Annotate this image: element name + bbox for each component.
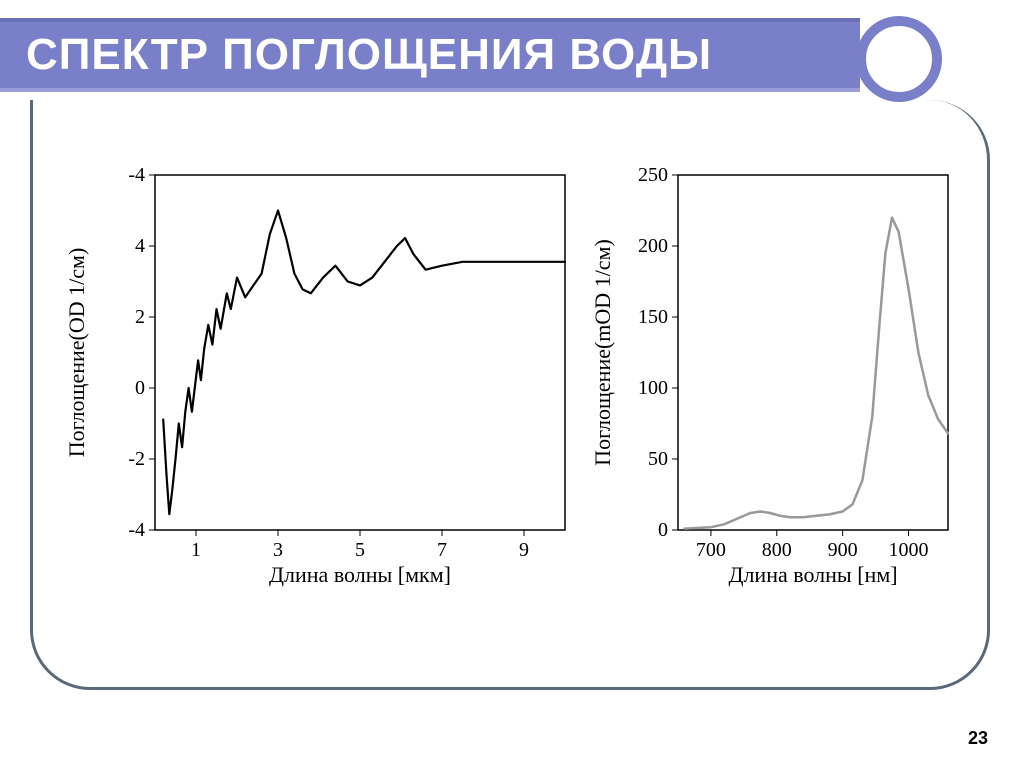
svg-text:5: 5 <box>355 539 365 561</box>
svg-text:800: 800 <box>762 539 792 561</box>
svg-text:-4: -4 <box>128 164 145 186</box>
svg-text:9: 9 <box>519 539 529 561</box>
svg-text:1: 1 <box>191 539 201 561</box>
svg-text:7: 7 <box>437 539 447 561</box>
slide-title: СПЕКТР ПОГЛОЩЕНИЯ ВОДЫ <box>26 30 712 80</box>
chart-right: 700 800 900 1000 0 50 100 150 200 250 Длина волны … <box>590 160 960 590</box>
svg-text:100: 100 <box>638 377 668 399</box>
svg-text:3: 3 <box>273 539 283 561</box>
svg-text:1000: 1000 <box>888 539 928 561</box>
slide-header: СПЕКТР ПОГЛОЩЕНИЯ ВОДЫ <box>0 18 860 92</box>
svg-text:-4: -4 <box>128 519 145 541</box>
svg-text:2: 2 <box>135 306 145 328</box>
chart-left-svg: 1 3 5 7 9 -4 -2 0 2 4 -4 Длина волны [мкм] Поглощени… <box>60 160 580 590</box>
svg-text:150: 150 <box>638 306 668 328</box>
svg-text:4: 4 <box>135 235 145 257</box>
svg-text:700: 700 <box>696 539 726 561</box>
header-circle-decor <box>856 16 942 102</box>
svg-text:200: 200 <box>638 235 668 257</box>
chart-right-svg: 700 800 900 1000 0 50 100 150 200 250 Длина волны … <box>590 160 960 590</box>
charts-container: 1 3 5 7 9 -4 -2 0 2 4 -4 Длина волны [мкм] Поглощени… <box>60 160 960 590</box>
svg-text:Поглощение(mOD 1/см): Поглощение(mOD 1/см) <box>590 239 615 466</box>
svg-text:Длина волны [нм]: Длина волны [нм] <box>728 562 897 587</box>
chart-left: 1 3 5 7 9 -4 -2 0 2 4 -4 Длина волны [мкм] Поглощени… <box>60 160 580 590</box>
svg-text:900: 900 <box>828 539 858 561</box>
svg-text:0: 0 <box>658 519 668 541</box>
svg-text:0: 0 <box>135 377 145 399</box>
svg-text:250: 250 <box>638 164 668 186</box>
svg-text:-2: -2 <box>128 448 145 470</box>
page-number: 23 <box>968 728 988 749</box>
svg-text:50: 50 <box>648 448 668 470</box>
svg-text:Длина волны [мкм]: Длина волны [мкм] <box>269 562 451 587</box>
svg-text:Поглощение(OD 1/см): Поглощение(OD 1/см) <box>64 248 89 458</box>
